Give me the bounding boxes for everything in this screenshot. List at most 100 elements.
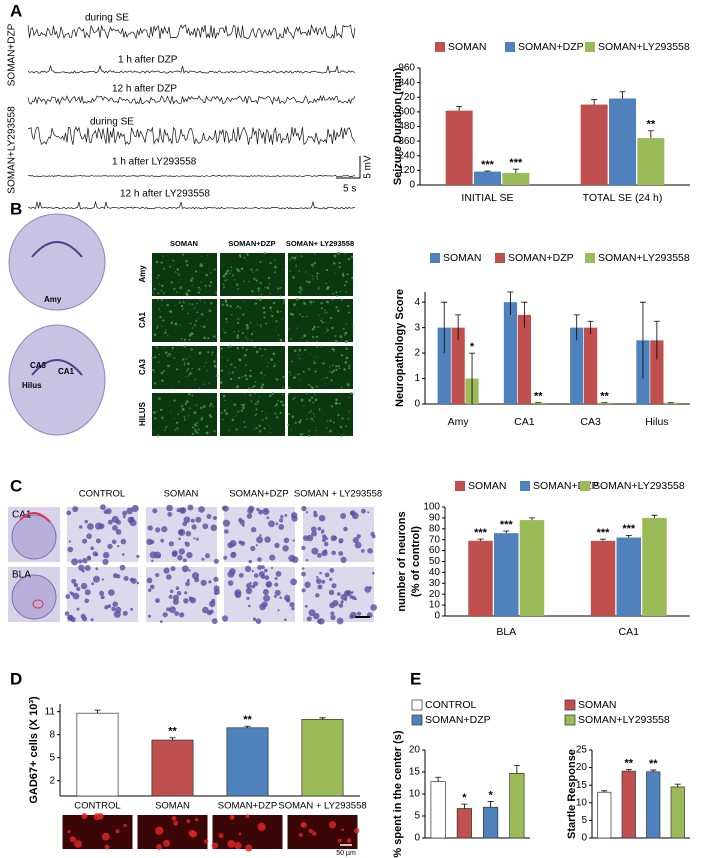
cell — [80, 582, 88, 590]
cell — [158, 308, 161, 310]
cell — [187, 312, 189, 315]
cell — [274, 589, 281, 596]
cell — [321, 537, 327, 543]
legend-label: SOMAN — [443, 252, 482, 264]
cell — [280, 400, 283, 404]
cell — [97, 813, 104, 820]
cell — [153, 287, 156, 291]
cell — [235, 415, 237, 417]
cell — [314, 415, 316, 417]
cell — [191, 303, 194, 306]
cell — [202, 523, 209, 530]
bar — [503, 302, 518, 404]
cell — [275, 403, 278, 406]
cell — [308, 384, 310, 386]
error-bar — [674, 783, 681, 787]
cell — [327, 285, 330, 289]
bar — [456, 808, 472, 839]
x-tick-label: Amy — [448, 416, 470, 428]
cell — [303, 334, 307, 338]
cell — [304, 348, 307, 352]
cell — [163, 420, 165, 422]
cell — [179, 612, 185, 618]
cell — [177, 554, 183, 561]
cell — [227, 279, 229, 280]
cell — [282, 403, 285, 407]
cell — [221, 506, 227, 511]
cell — [102, 558, 109, 566]
cell — [298, 348, 301, 351]
cell — [245, 364, 247, 366]
cell — [115, 829, 120, 834]
cell — [157, 274, 160, 277]
y-axis-label: number of neurons — [396, 511, 408, 611]
cell — [123, 576, 129, 581]
cell — [320, 302, 323, 305]
y-tick-label: 4 — [414, 297, 420, 308]
cell — [222, 418, 224, 421]
cell — [321, 529, 325, 533]
cell — [317, 553, 322, 558]
cell — [315, 578, 322, 584]
cell — [184, 362, 186, 364]
cell — [245, 587, 253, 595]
cell — [156, 411, 158, 413]
cell — [361, 508, 366, 514]
cell — [231, 418, 235, 422]
cell — [279, 295, 282, 297]
legend-label: SOMAN+DZP — [518, 41, 584, 53]
cell — [321, 579, 326, 584]
cell — [236, 336, 240, 339]
cell — [201, 557, 205, 561]
cell — [167, 334, 169, 337]
cell — [179, 286, 182, 289]
cell — [274, 362, 276, 365]
cell — [69, 591, 73, 595]
cell — [317, 288, 320, 290]
cell — [240, 541, 246, 546]
cell — [207, 351, 210, 354]
cell — [222, 519, 230, 527]
cell — [335, 398, 338, 402]
cell — [101, 578, 104, 581]
cell — [167, 364, 171, 368]
cell — [296, 298, 299, 301]
cell — [311, 417, 314, 420]
cell — [185, 530, 192, 537]
error-bar — [435, 776, 442, 782]
cell — [261, 565, 265, 569]
cell — [226, 300, 228, 302]
cell — [269, 306, 272, 310]
cell — [264, 375, 266, 376]
error-bar — [625, 534, 632, 538]
cell — [131, 504, 139, 513]
cell — [245, 357, 247, 359]
error-bar — [528, 517, 535, 521]
cell — [116, 519, 121, 525]
cell — [260, 371, 263, 375]
cell — [339, 425, 343, 429]
cell — [173, 418, 175, 419]
micrograph — [288, 393, 353, 436]
cell — [177, 529, 184, 535]
legend-label: SOMAN+DZP — [508, 252, 574, 264]
bar — [650, 340, 664, 404]
cell — [330, 379, 333, 382]
cell — [264, 536, 271, 543]
cell — [183, 363, 186, 366]
x-tick-label: SOMAN — [155, 801, 190, 812]
cell — [155, 527, 161, 533]
cell — [200, 418, 203, 421]
cell — [101, 832, 110, 841]
cell — [160, 298, 163, 301]
cell — [154, 382, 157, 385]
cell — [168, 594, 173, 599]
cell — [273, 594, 277, 598]
cell — [338, 266, 341, 269]
cell — [155, 573, 160, 578]
cell — [228, 372, 230, 374]
cell — [198, 387, 200, 389]
cell — [345, 347, 348, 350]
cell — [281, 393, 284, 396]
cell — [157, 292, 160, 295]
